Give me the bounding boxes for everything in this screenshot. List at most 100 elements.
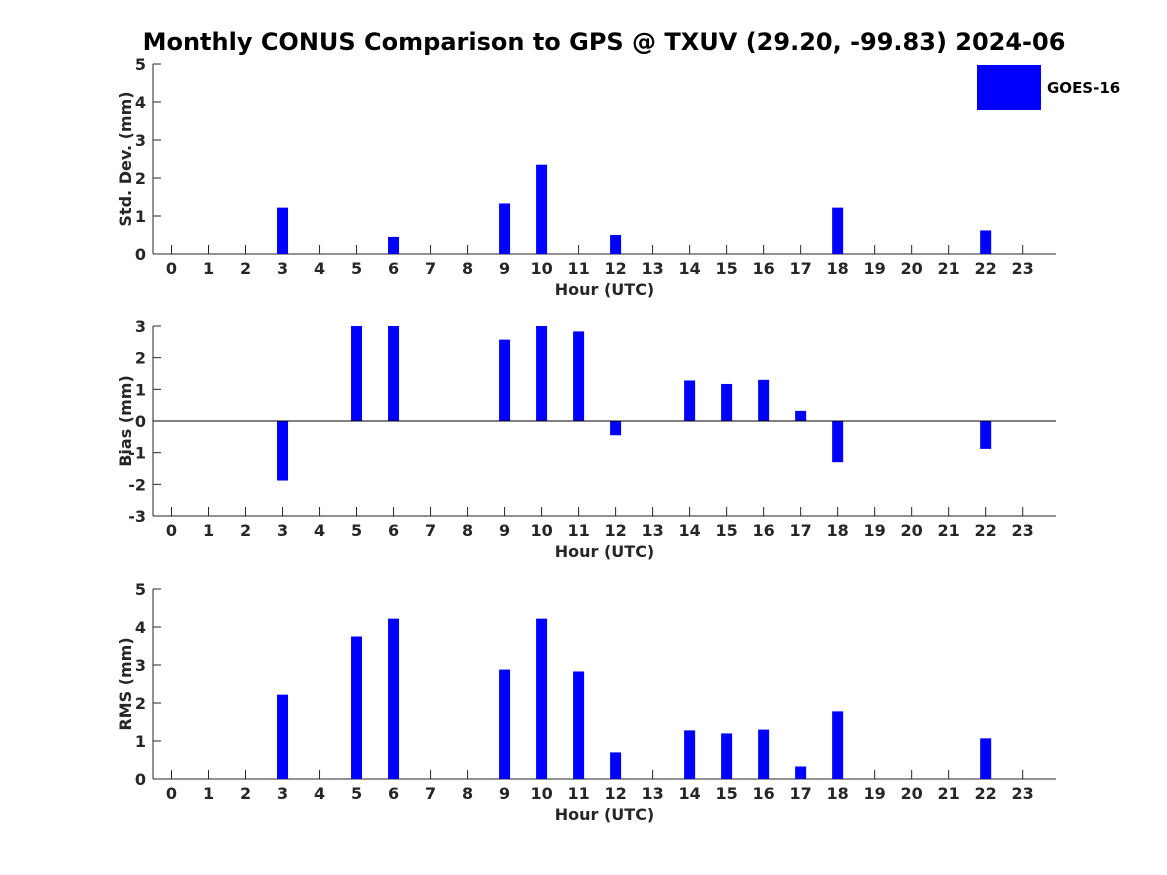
x-tick-label: 2 <box>240 784 251 803</box>
bar <box>832 421 844 463</box>
y-axis-label: Bias (mm) <box>116 375 135 467</box>
y-tick-label: -1 <box>128 444 146 463</box>
y-tick-label: 4 <box>135 618 146 637</box>
x-tick-label: 1 <box>203 521 214 540</box>
x-tick-label: 3 <box>277 259 288 278</box>
bar <box>277 694 289 779</box>
y-tick-label: 0 <box>135 770 146 789</box>
x-tick-label: 20 <box>901 259 923 278</box>
x-tick-label: 16 <box>753 259 775 278</box>
bar <box>536 326 548 421</box>
x-tick-label: 5 <box>351 784 362 803</box>
x-tick-label: 21 <box>938 259 960 278</box>
y-axis-label: Std. Dev. (mm) <box>116 91 135 226</box>
x-tick-label: 19 <box>864 259 886 278</box>
x-tick-label: 12 <box>604 784 626 803</box>
x-tick-label: 6 <box>388 259 399 278</box>
bar <box>499 203 511 254</box>
y-tick-label: 2 <box>135 349 146 368</box>
legend-swatch <box>977 65 1041 110</box>
x-tick-label: 7 <box>425 784 436 803</box>
bar <box>758 729 770 779</box>
bar <box>573 671 585 779</box>
bar <box>795 766 807 779</box>
x-tick-label: 12 <box>604 521 626 540</box>
x-tick-label: 18 <box>827 784 849 803</box>
x-tick-label: 4 <box>314 259 325 278</box>
bar <box>832 711 844 779</box>
x-tick-label: 13 <box>641 259 663 278</box>
x-tick-label: 11 <box>567 259 589 278</box>
x-tick-label: 14 <box>678 521 700 540</box>
bar <box>684 380 696 421</box>
bar <box>536 164 548 254</box>
x-axis-label: Hour (UTC) <box>555 542 655 561</box>
x-tick-label: 22 <box>975 521 997 540</box>
x-tick-label: 18 <box>827 259 849 278</box>
y-tick-label: -3 <box>128 507 146 526</box>
bar <box>536 618 548 779</box>
x-tick-label: 6 <box>388 521 399 540</box>
bar <box>351 636 363 779</box>
bar <box>277 207 289 254</box>
y-tick-label: 0 <box>135 245 146 264</box>
bar <box>610 752 622 779</box>
x-tick-label: 8 <box>462 259 473 278</box>
x-tick-label: 3 <box>277 521 288 540</box>
x-tick-label: 1 <box>203 259 214 278</box>
x-tick-label: 11 <box>567 784 589 803</box>
x-tick-label: 22 <box>975 259 997 278</box>
y-tick-label: 3 <box>135 317 146 336</box>
bar <box>351 326 363 421</box>
x-tick-label: 17 <box>790 521 812 540</box>
x-tick-label: 16 <box>753 521 775 540</box>
bar <box>684 730 696 779</box>
x-tick-label: 1 <box>203 784 214 803</box>
x-tick-label: 23 <box>1012 784 1034 803</box>
bar <box>610 235 622 254</box>
y-tick-label: 4 <box>135 93 146 112</box>
x-tick-label: 7 <box>425 521 436 540</box>
bar <box>388 618 400 779</box>
bar <box>388 236 400 254</box>
x-tick-label: 9 <box>499 521 510 540</box>
x-tick-label: 21 <box>938 784 960 803</box>
y-tick-label: 0 <box>135 412 146 431</box>
x-tick-label: 12 <box>604 259 626 278</box>
x-tick-label: 3 <box>277 784 288 803</box>
y-tick-label: 2 <box>135 169 146 188</box>
x-tick-label: 0 <box>166 521 177 540</box>
bar <box>388 326 400 421</box>
x-tick-label: 0 <box>166 784 177 803</box>
x-tick-label: 23 <box>1012 521 1034 540</box>
x-tick-label: 19 <box>864 521 886 540</box>
x-tick-label: 16 <box>753 784 775 803</box>
x-axis-label: Hour (UTC) <box>555 805 655 824</box>
bar <box>573 331 585 421</box>
bar <box>832 207 844 254</box>
x-tick-label: 11 <box>567 521 589 540</box>
legend-label: GOES-16 <box>1047 79 1120 97</box>
bar <box>980 421 992 449</box>
x-tick-label: 14 <box>678 259 700 278</box>
x-tick-label: 5 <box>351 259 362 278</box>
y-tick-label: 2 <box>135 694 146 713</box>
x-tick-label: 22 <box>975 784 997 803</box>
x-axis-label: Hour (UTC) <box>555 280 655 299</box>
x-tick-label: 23 <box>1012 259 1034 278</box>
x-tick-label: 14 <box>678 784 700 803</box>
x-tick-label: 18 <box>827 521 849 540</box>
y-tick-label: -2 <box>128 475 146 494</box>
bar <box>721 733 733 779</box>
x-tick-label: 2 <box>240 259 251 278</box>
bar <box>758 379 770 421</box>
page-title: Monthly CONUS Comparison to GPS @ TXUV (… <box>142 28 1066 56</box>
x-tick-label: 8 <box>462 784 473 803</box>
x-tick-label: 5 <box>351 521 362 540</box>
x-tick-label: 4 <box>314 784 325 803</box>
bar <box>277 421 289 481</box>
y-tick-label: 3 <box>135 656 146 675</box>
x-tick-label: 15 <box>715 521 737 540</box>
bar <box>980 230 992 254</box>
x-tick-label: 19 <box>864 784 886 803</box>
